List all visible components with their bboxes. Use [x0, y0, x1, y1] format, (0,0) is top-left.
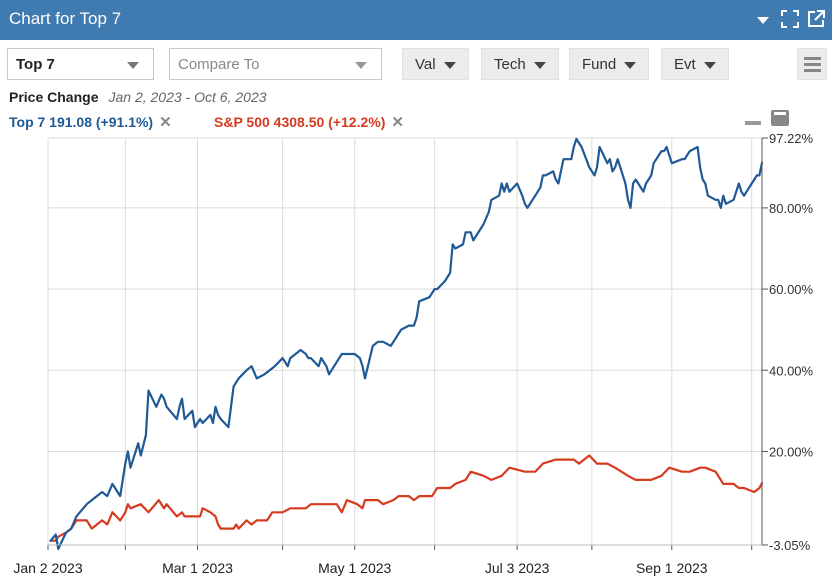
hamburger-menu-button[interactable]: [797, 48, 827, 80]
chart-title-bar: Chart for Top 7: [0, 0, 832, 40]
menu-icon: [804, 57, 821, 60]
series-line-sp500: [49, 454, 764, 542]
fullscreen-icon[interactable]: [780, 9, 800, 29]
series-line-top7: [49, 137, 764, 550]
val-button-label: Val: [415, 56, 436, 73]
legend-top7-label: Top 7 191.08 (+91.1%): [9, 114, 154, 130]
y-tick-label: 40.00%: [769, 363, 814, 378]
chart-toolbar: Top 7 Compare To Val Tech Fund Evt: [0, 40, 832, 88]
chevron-down-icon: [444, 62, 456, 69]
collapse-caret-icon[interactable]: [754, 9, 774, 29]
chevron-down-icon: [624, 62, 636, 69]
compare-to-select[interactable]: Compare To: [169, 48, 382, 80]
evt-button-label: Evt: [674, 56, 696, 73]
x-tick-label: Jan 2 2023: [13, 560, 82, 576]
x-tick-label: May 1 2023: [318, 560, 391, 576]
legend-item-top7: Top 7 191.08 (+91.1%) ✕: [9, 113, 172, 131]
price-change-info: Price Change Jan 2, 2023 - Oct 6, 2023: [9, 89, 266, 105]
evt-button[interactable]: Evt: [661, 48, 729, 80]
price-change-label: Price Change: [9, 89, 99, 105]
chevron-down-icon: [355, 62, 367, 69]
compare-placeholder: Compare To: [178, 56, 260, 73]
save-icon[interactable]: [770, 109, 790, 127]
symbol-select[interactable]: Top 7: [7, 48, 154, 80]
fund-button-label: Fund: [582, 56, 617, 73]
x-tick-label: Jul 3 2023: [485, 560, 550, 576]
tech-button-label: Tech: [494, 56, 526, 73]
chevron-down-icon: [704, 62, 716, 69]
y-tick-label: -3.05%: [769, 538, 811, 553]
chevron-down-icon: [534, 62, 546, 69]
y-tick-label: 80.00%: [769, 201, 814, 216]
tech-button[interactable]: Tech: [481, 48, 559, 80]
legend-sp500-label: S&P 500 4308.50 (+12.2%): [214, 114, 386, 130]
y-tick-label: 97.22%: [769, 131, 814, 146]
fund-button[interactable]: Fund: [569, 48, 649, 80]
minimize-icon[interactable]: [744, 113, 762, 129]
symbol-value: Top 7: [16, 56, 55, 73]
chevron-down-icon: [127, 62, 139, 69]
remove-series-icon[interactable]: ✕: [391, 114, 404, 131]
legend-item-sp500: S&P 500 4308.50 (+12.2%) ✕: [214, 113, 404, 131]
y-tick-label: 60.00%: [769, 282, 814, 297]
x-tick-label: Sep 1 2023: [636, 560, 708, 576]
date-range: Jan 2, 2023 - Oct 6, 2023: [108, 89, 267, 105]
y-tick-label: 20.00%: [769, 444, 814, 459]
remove-series-icon[interactable]: ✕: [159, 114, 172, 131]
popout-icon[interactable]: [806, 9, 826, 29]
val-button[interactable]: Val: [402, 48, 469, 80]
x-tick-label: Mar 1 2023: [162, 560, 233, 576]
window-title: Chart for Top 7: [9, 9, 122, 28]
